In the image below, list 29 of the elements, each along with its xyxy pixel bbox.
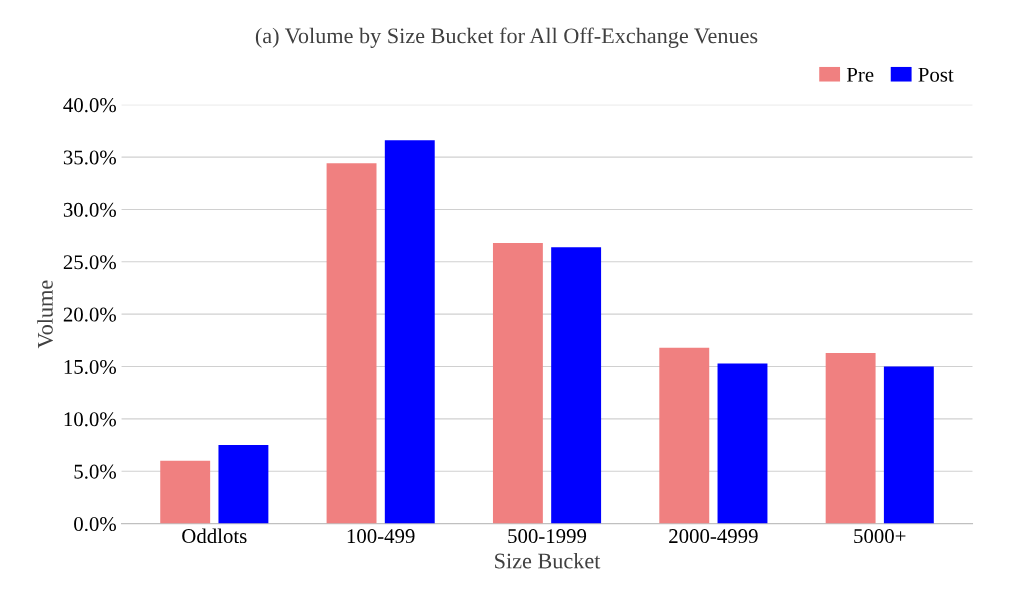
y-tick-label: 15.0%: [64, 359, 116, 375]
bar: [384, 140, 435, 524]
bar: [492, 242, 543, 524]
bar: [883, 366, 934, 524]
y-tick-label: 40.0%: [63, 98, 116, 113]
bar: [659, 347, 710, 524]
bar: [717, 363, 768, 524]
chart-title: (a) Volume by Size Bucket for All Off-Exchange Venues: [255, 27, 758, 48]
y-tick-label: 20.0%: [63, 307, 116, 322]
bar: [218, 445, 269, 524]
x-tick-label: 5000+: [854, 529, 906, 544]
bar: [825, 352, 876, 524]
x-tick-label: 100-499: [347, 529, 415, 544]
x-tick-label: Oddlots: [182, 528, 247, 544]
y-tick-label: 0.0%: [74, 516, 116, 532]
x-axis-title: Size Bucket: [495, 552, 601, 569]
bar: [551, 247, 602, 524]
y-tick-label: 5.0%: [74, 464, 116, 479]
y-tick-label: 25.0%: [63, 255, 116, 270]
bar: [326, 163, 377, 524]
y-tick-label: 30.0%: [63, 202, 116, 217]
legend-label: Post: [918, 67, 954, 82]
y-axis-title: Volume: [37, 280, 53, 349]
y-tick-label: 10.0%: [64, 412, 116, 427]
x-tick-label: 500-1999: [508, 529, 587, 544]
legend-label: Pre: [846, 67, 874, 82]
y-tick-label: 35.0%: [63, 150, 116, 165]
x-tick-label: 2000-4999: [669, 529, 758, 544]
bar: [160, 460, 211, 524]
